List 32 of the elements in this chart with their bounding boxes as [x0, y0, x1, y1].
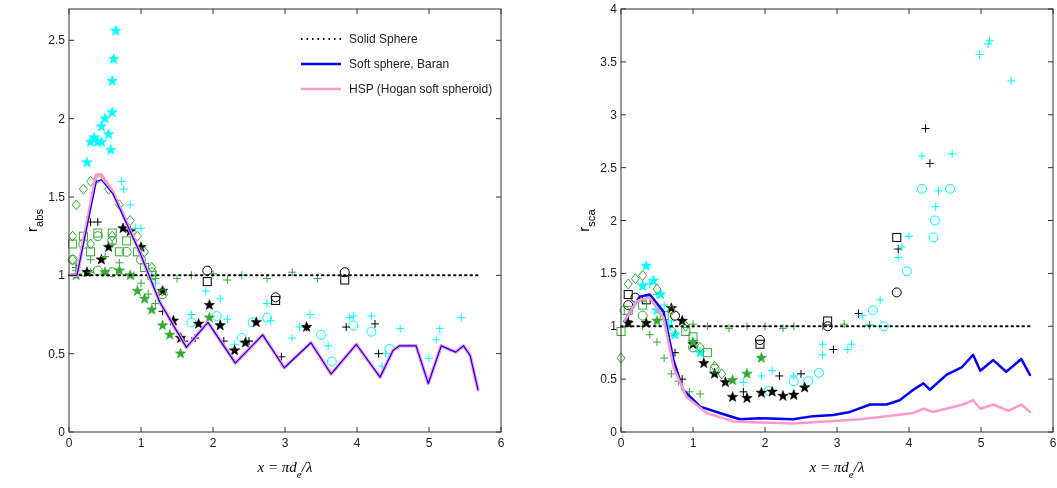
y-tick-label: 2.5 — [600, 160, 618, 175]
x-tick-label: 5 — [977, 436, 985, 450]
x-tick-label: 4 — [353, 436, 361, 450]
y-tick-label: 1.5 — [48, 190, 66, 204]
x-tick-label: 6 — [1049, 436, 1057, 450]
y-tick-label: 3 — [610, 107, 618, 122]
y-tick-label: 0 — [610, 425, 618, 439]
x-tick-label: 5 — [425, 436, 433, 450]
y-tick-label: 1 — [58, 268, 66, 283]
x-tick-label: 6 — [497, 436, 505, 450]
x-tick-label: 4 — [905, 436, 913, 450]
legend-label: Solid Sphere — [349, 32, 419, 46]
x-tick-label: 3 — [833, 436, 841, 450]
y-tick-label: 1.5 — [600, 266, 618, 281]
x-tick-label: 3 — [281, 436, 289, 450]
y-tick-label: 1 — [610, 319, 618, 334]
y-tick-label: 0 — [58, 425, 66, 439]
x-tick-label: 2 — [209, 436, 217, 450]
y-tick-label: 3.5 — [600, 54, 618, 69]
y-tick-label: 0.5 — [48, 346, 66, 361]
x-axis-title: x = πd$_{e}$/λ — [808, 459, 865, 480]
y-tick-label: 0.5 — [600, 372, 618, 387]
y-tick-label: 2 — [610, 213, 618, 228]
x-tick-label: 1 — [137, 436, 145, 450]
x-tick-label: 2 — [761, 436, 769, 450]
x-tick-label: 1 — [689, 436, 697, 450]
x-axis-title: x = πd$_{e}$/λ — [256, 459, 313, 480]
y-tick-label: 2 — [58, 111, 66, 126]
y-tick-label: 4 — [610, 2, 618, 16]
legend-label: Soft sphere, Baran — [349, 57, 450, 71]
legend-label: HSP (Hogan soft spheroid) — [349, 82, 493, 96]
y-tick-label: 2.5 — [48, 33, 66, 48]
